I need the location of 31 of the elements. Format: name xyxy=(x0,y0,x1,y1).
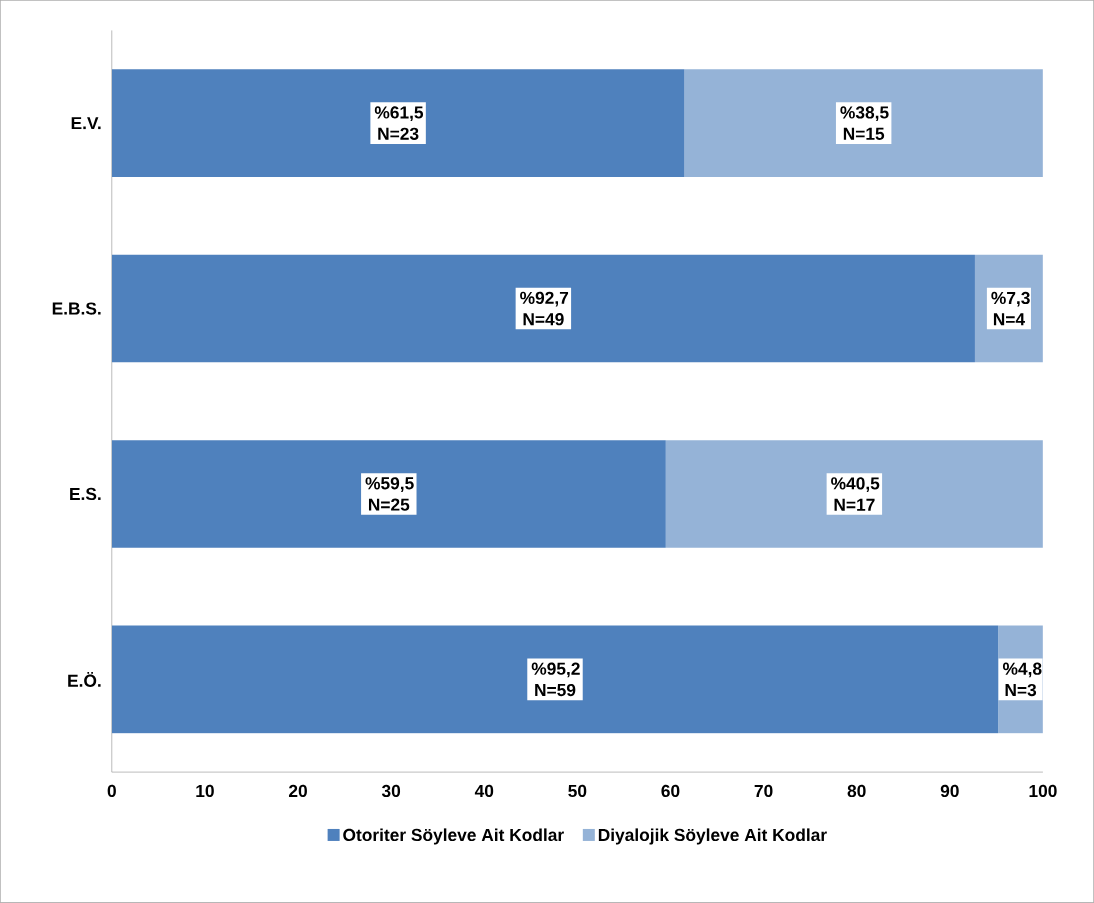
data-label: %7,3 N=4 xyxy=(991,291,1030,326)
bar xyxy=(665,440,1043,548)
bar xyxy=(111,440,666,548)
data-label: %38,5 N=15 xyxy=(840,106,889,140)
data-label: %95,2 N=59 xyxy=(531,662,580,697)
y-tick-label: E.B.S. xyxy=(52,302,101,315)
bar xyxy=(684,69,1043,177)
data-label: %61,5 N=23 xyxy=(374,106,424,140)
data-label: %40,5 N=17 xyxy=(831,477,880,511)
y-tick-label: E.S. xyxy=(70,487,101,501)
data-label: %59,5 N=25 xyxy=(365,477,414,511)
data-label: %92,7 N=49 xyxy=(520,291,569,326)
y-tick-label: E.Ö. xyxy=(68,671,101,687)
bar xyxy=(111,625,999,734)
bar xyxy=(111,69,685,177)
x-tick-label: 100 xyxy=(1029,784,1057,798)
x-tick-label: 50 xyxy=(568,784,587,798)
legend-label: Diyalojik Söyleve Ait Kodlar xyxy=(598,828,827,845)
legend-label: Otoriter Söyleve Ait Kodlar xyxy=(343,828,564,845)
x-tick-label: 70 xyxy=(754,784,773,798)
x-tick-label: 0 xyxy=(107,784,116,798)
x-tick-label: 40 xyxy=(474,784,494,798)
x-tick-label: 10 xyxy=(196,784,214,798)
y-tick-label: E.V. xyxy=(71,117,101,130)
x-tick-label: 90 xyxy=(940,784,959,798)
bar xyxy=(111,254,975,363)
x-tick-label: 60 xyxy=(661,784,680,798)
x-tick-label: 30 xyxy=(381,784,401,798)
data-label: %4,8 N=3 xyxy=(1002,662,1042,697)
x-tick-label: 20 xyxy=(288,784,307,798)
x-tick-label: 80 xyxy=(847,784,866,798)
